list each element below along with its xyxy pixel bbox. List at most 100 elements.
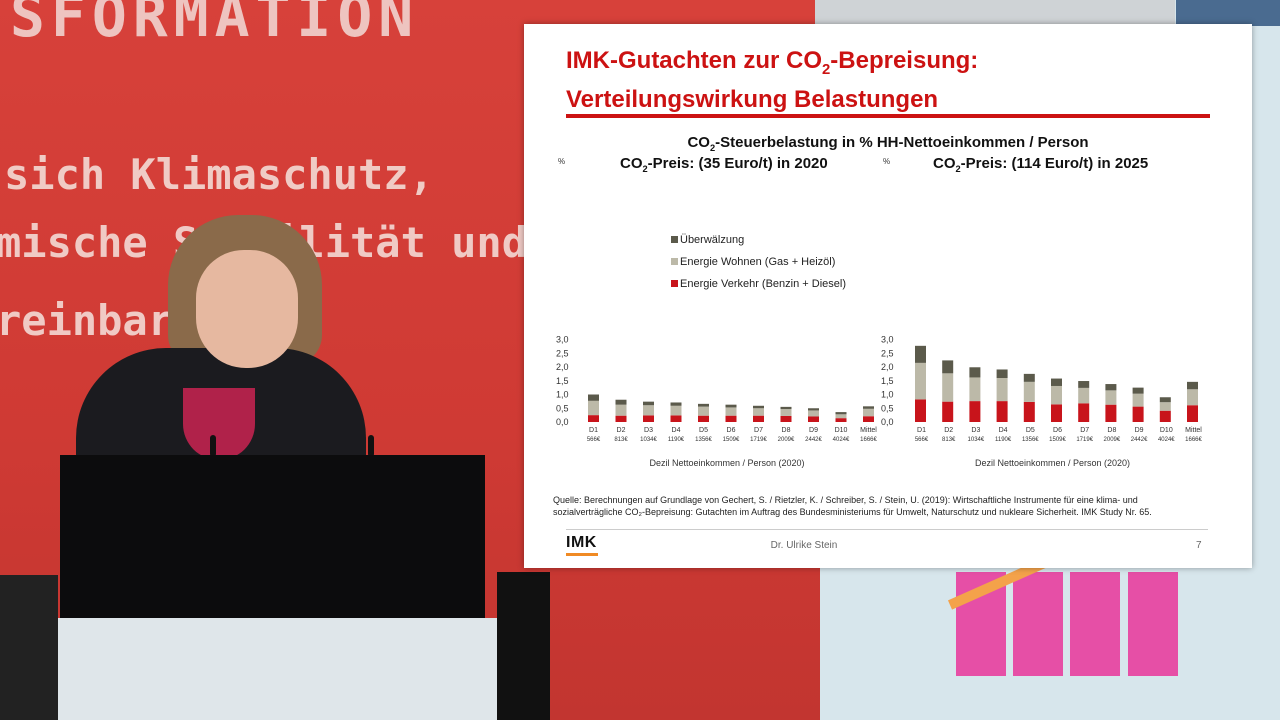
right-subtitle-part: -Preis: (114 Euro/t) in 2025: [960, 155, 1149, 172]
x-tick-sublabel: 1666€: [1185, 437, 1202, 443]
slide-title-subscript: 2: [822, 61, 831, 78]
banner-line-3: reinbare: [0, 296, 199, 345]
bar-segment-wohnen: [969, 377, 981, 402]
x-tick-sublabel: 1666€: [860, 437, 877, 443]
bar-segment-wohnen: [670, 405, 682, 416]
bar-segment-verkehr: [588, 415, 599, 422]
bar-segment-wohnen: [808, 410, 819, 417]
bar-segment-wohnen: [643, 405, 654, 416]
bar-segment-verkehr: [725, 415, 737, 422]
x-tick-label: D5: [699, 427, 708, 434]
bar-segment-wohnen: [725, 407, 737, 416]
x-tick-sublabel: 2009€: [778, 437, 795, 443]
slide-title-part: -Bepreisung:: [830, 47, 979, 74]
bar-segment-verkehr: [698, 415, 709, 422]
bar-segment-wohnen: [1105, 390, 1117, 405]
x-tick-label: D6: [727, 427, 736, 434]
x-tick-label: D1: [917, 427, 926, 434]
chart-title: CO2-Steuerbelastung in % HH-Nettoeinkomm…: [524, 134, 1252, 153]
bar-segment-verkehr: [1078, 403, 1090, 422]
x-tick-label: D8: [782, 427, 791, 434]
x-tick-label: D4: [999, 427, 1008, 434]
y-tick-label: 0,5: [556, 403, 569, 413]
x-axis-title: Dezil Nettoeinkommen / Person (2020): [649, 458, 804, 468]
legend-entry: Energie Verkehr (Benzin + Diesel): [680, 278, 846, 290]
bar-segment-wohnen: [615, 404, 627, 416]
bar-segment-wohnen: [1159, 402, 1171, 411]
x-tick-label: D3: [644, 427, 653, 434]
bar-segment-wohnen: [1132, 393, 1144, 407]
chart-title-subscript: 2: [709, 143, 716, 153]
right-subtitle-subscript: 2: [955, 164, 961, 174]
bar-segment-ueberwaelzung: [780, 406, 792, 410]
x-tick-label: Mittel: [860, 427, 877, 434]
banner-line-1: sich Klimaschutz,: [4, 150, 434, 199]
bar-segment-ueberwaelzung: [969, 367, 981, 378]
x-tick-label: D1: [589, 427, 598, 434]
bar-segment-verkehr: [942, 401, 954, 422]
bar-segment-ueberwaelzung: [942, 360, 954, 374]
bar-segment-ueberwaelzung: [1078, 381, 1090, 388]
banner-top-text: SFORMATION: [10, 0, 420, 50]
bar-segment-ueberwaelzung: [1187, 381, 1198, 390]
bar-segment-verkehr: [969, 401, 981, 422]
source-line-2: sozialverträgliche CO₂-Bepreisung: Gutac…: [553, 507, 1152, 517]
bar-segment-wohnen: [1078, 387, 1090, 404]
legend-swatch: [671, 280, 678, 287]
decor-pink-bar: [1013, 572, 1063, 676]
x-tick-sublabel: 1509€: [723, 437, 740, 443]
x-tick-label: D8: [1107, 427, 1116, 434]
bar-segment-ueberwaelzung: [1023, 373, 1035, 382]
bar-segment-verkehr: [1132, 406, 1144, 422]
imk-logo: IMK: [566, 534, 597, 551]
slide-title: IMK-Gutachten zur CO2-Bepreisung: Vertei…: [566, 46, 1206, 115]
x-tick-sublabel: 1356€: [1022, 437, 1039, 443]
stacked-bar-charts: % 0,0 0,5 1,0 1,5 2,0 2,5 3,0 D1 566€ D2 813€ D3 1034…: [556, 157, 1203, 468]
x-tick-sublabel: 1190€: [995, 437, 1012, 443]
legend-entry: Überwälzung: [680, 234, 744, 246]
x-tick-label: D9: [1135, 427, 1144, 434]
bar-segment-wohnen: [698, 406, 709, 416]
x-tick-sublabel: 1190€: [668, 437, 685, 443]
bar-segment-wohnen: [588, 400, 599, 416]
bar-segment-ueberwaelzung: [698, 403, 709, 407]
microphone: [210, 435, 216, 457]
x-tick-sublabel: 813€: [942, 437, 956, 443]
bar-segment-ueberwaelzung: [808, 408, 819, 411]
bar-segment-ueberwaelzung: [863, 406, 874, 409]
microphone: [368, 435, 374, 457]
stage-stand-right: [497, 572, 550, 720]
presenter-name: Dr. Ulrike Stein: [770, 540, 838, 551]
left-subtitle-part: CO: [620, 155, 643, 172]
x-tick-label: D3: [971, 427, 980, 434]
bar-segment-verkehr: [1159, 410, 1171, 422]
bar-segment-ueberwaelzung: [1132, 387, 1144, 394]
bar-segment-wohnen: [780, 409, 792, 416]
legend-entry: Energie Wohnen (Gas + Heizöl): [680, 256, 835, 268]
bar-segment-ueberwaelzung: [725, 404, 737, 408]
bar-segment-ueberwaelzung: [588, 394, 599, 401]
chart-title-part: CO: [687, 134, 710, 151]
legend-swatch: [671, 236, 678, 243]
x-tick-label: D7: [754, 427, 763, 434]
x-tick-sublabel: 2442€: [805, 437, 822, 443]
x-tick-sublabel: 4024€: [1158, 437, 1175, 443]
y-tick-label: 2,0: [556, 362, 569, 372]
y-tick-label: 0,0: [556, 417, 569, 427]
x-tick-sublabel: 2442€: [1131, 437, 1148, 443]
y-tick-label: 1,0: [881, 390, 894, 400]
x-tick-label: D5: [1026, 427, 1035, 434]
x-tick-sublabel: 1356€: [695, 437, 712, 443]
x-tick-label: D4: [672, 427, 681, 434]
x-tick-sublabel: 1719€: [750, 437, 767, 443]
x-tick-sublabel: 1509€: [1049, 437, 1066, 443]
bar-segment-verkehr: [780, 415, 792, 422]
left-subtitle-subscript: 2: [642, 164, 648, 174]
stage-backdrop-corner: [1176, 0, 1280, 26]
x-tick-sublabel: 2009€: [1104, 437, 1121, 443]
presentation-slide: IMK-Gutachten zur CO2-Bepreisung: Vertei…: [524, 24, 1252, 568]
bar-segment-wohnen: [915, 362, 926, 400]
x-tick-sublabel: 1034€: [968, 437, 985, 443]
x-tick-label: D9: [809, 427, 818, 434]
